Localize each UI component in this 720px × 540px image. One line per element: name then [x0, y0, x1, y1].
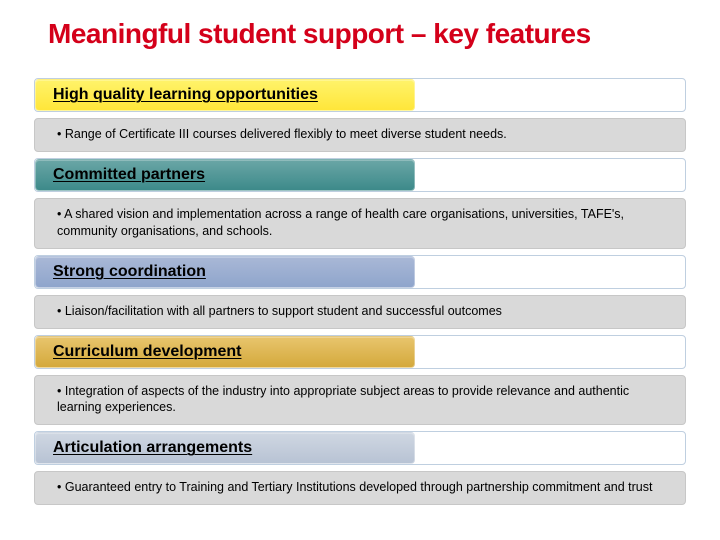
slide: Meaningful student support – key feature… — [0, 0, 720, 540]
section-heading: Strong coordination — [53, 263, 206, 281]
section-heading: Curriculum development — [53, 343, 241, 361]
section-body: Liaison/facilitation with all partners t… — [34, 295, 686, 329]
section-header: Articulation arrangements — [34, 431, 686, 465]
section-heading: High quality learning opportunities — [53, 86, 318, 104]
section-header: Committed partners — [34, 158, 686, 192]
section-header: Curriculum development — [34, 335, 686, 369]
section-bullet: Liaison/facilitation with all partners t… — [57, 304, 502, 318]
section-body: A shared vision and implementation acros… — [34, 198, 686, 249]
section-body: Guaranteed entry to Training and Tertiar… — [34, 471, 686, 505]
section-bullet: Integration of aspects of the industry i… — [57, 384, 629, 415]
section-body: Integration of aspects of the industry i… — [34, 375, 686, 426]
section-heading: Articulation arrangements — [53, 439, 252, 457]
section-body: Range of Certificate III courses deliver… — [34, 118, 686, 152]
section-bullet: Guaranteed entry to Training and Tertiar… — [57, 480, 652, 494]
section-header: High quality learning opportunities — [34, 78, 686, 112]
section-bullet: A shared vision and implementation acros… — [57, 207, 624, 238]
sections-container: High quality learning opportunities Rang… — [30, 78, 690, 505]
page-title: Meaningful student support – key feature… — [48, 18, 690, 50]
section-heading: Committed partners — [53, 166, 205, 184]
section-header: Strong coordination — [34, 255, 686, 289]
section-bullet: Range of Certificate III courses deliver… — [57, 127, 507, 141]
